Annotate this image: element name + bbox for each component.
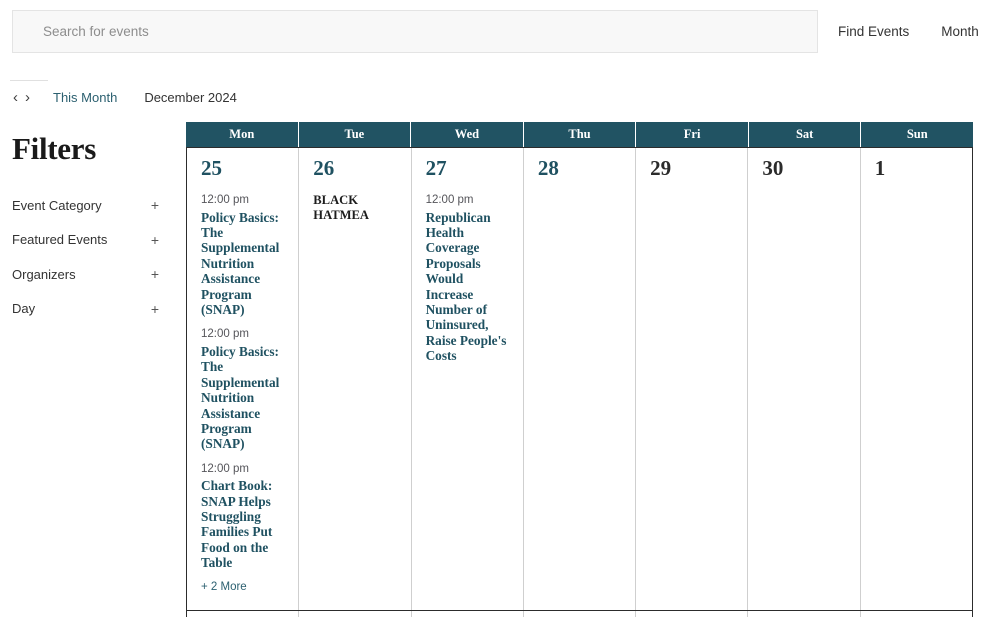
filter-row-organizers[interactable]: Organizers + [0, 257, 186, 292]
day-cell-1[interactable]: 1 [861, 148, 973, 610]
weekday-header-tue: Tue [299, 122, 412, 147]
calendar-event[interactable]: BLACK HATMEA [313, 193, 401, 223]
filter-label: Organizers [12, 266, 76, 282]
weekday-header-row: Mon Tue Wed Thu Fri Sat Sun [186, 122, 973, 147]
previous-month-icon[interactable]: ‹ [13, 88, 18, 106]
event-title[interactable]: Policy Basics: The Supplemental Nutritio… [201, 209, 280, 317]
filter-row-featured-events[interactable]: Featured Events + [0, 223, 186, 258]
day-cell-27[interactable]: 27 12:00 pm Republican Health Coverage Pro… [412, 148, 524, 610]
calendar-event[interactable]: 12:00 pm Chart Book: SNAP Helps Strugglin… [201, 462, 289, 571]
next-month-icon[interactable]: › [25, 88, 30, 106]
weekday-header-thu: Thu [524, 122, 637, 147]
filter-label: Featured Events [12, 232, 108, 248]
plus-icon[interactable]: + [150, 197, 159, 214]
weekday-header-sat: Sat [749, 122, 862, 147]
day-cell[interactable] [299, 611, 412, 617]
event-time: 12:00 pm [201, 462, 249, 475]
filters-sidebar: Filters Event Category + Featured Events… [0, 122, 186, 326]
day-number: 28 [537, 156, 559, 180]
filters-title: Filters [12, 131, 96, 166]
day-cell[interactable] [748, 611, 861, 617]
day-number: 1 [874, 156, 886, 180]
weekday-header-sun: Sun [906, 127, 928, 141]
day-cell[interactable] [861, 611, 973, 617]
calendar-next-week-row [186, 611, 973, 617]
calendar-event[interactable]: 12:00 pm Policy Basics: The Supplemental … [201, 193, 289, 317]
top-bar: Find Events Month [0, 0, 991, 64]
filter-list: Event Category + Featured Events + Organ… [0, 188, 186, 326]
month-calendar: Mon Tue Wed Thu Fri Sat Sun 25 12:00 pm Po… [186, 122, 973, 617]
filter-label: Day [12, 301, 36, 317]
event-title[interactable]: BLACK HATMEA [313, 193, 370, 222]
day-number: 30 [762, 156, 784, 180]
event-title[interactable]: Chart Book: SNAP Helps Struggling Famili… [201, 478, 273, 571]
calendar-event[interactable]: 12:00 pm Republican Health Coverage Propo… [426, 193, 514, 364]
day-number: 29 [650, 156, 672, 180]
day-number: 26 [313, 156, 335, 180]
view-switcher-month-button[interactable]: Month [941, 24, 979, 39]
filter-row-day[interactable]: Day + [0, 292, 186, 327]
plus-icon[interactable]: + [150, 231, 159, 248]
day-cell[interactable] [524, 611, 637, 617]
more-events-link[interactable]: + 2 More [201, 580, 247, 593]
find-events-button[interactable]: Find Events [838, 24, 910, 39]
this-month-link[interactable]: This Month [53, 89, 118, 105]
day-cell-25[interactable]: 25 12:00 pm Policy Basics: The Supplementa… [186, 148, 300, 610]
day-number: 25 [201, 156, 222, 180]
filter-row-event-category[interactable]: Event Category + [0, 188, 186, 223]
event-title[interactable]: Republican Health Coverage Proposals Wou… [425, 209, 507, 364]
calendar-event[interactable]: 12:00 pm Policy Basics: The Supplemental … [201, 327, 289, 451]
search-box[interactable] [12, 10, 818, 53]
event-time: 12:00 pm [425, 194, 474, 206]
search-input[interactable] [13, 11, 817, 52]
weekday-header-mon: Mon [186, 122, 299, 147]
current-month-label: December 2024 [144, 89, 237, 105]
filter-label: Event Category [12, 197, 102, 213]
calendar-week-row: 25 12:00 pm Policy Basics: The Supplementa… [186, 147, 973, 611]
day-cell[interactable] [412, 611, 524, 617]
plus-icon[interactable]: + [150, 300, 159, 317]
event-title[interactable]: Policy Basics: The Supplemental Nutritio… [201, 343, 280, 452]
weekday-header-fri: Fri [636, 122, 749, 147]
day-number: 27 [425, 156, 447, 180]
day-cell[interactable] [186, 611, 300, 617]
day-cell[interactable] [636, 611, 749, 617]
day-cell-29[interactable]: 29 [636, 148, 749, 610]
event-time: 12:00 pm [201, 194, 249, 206]
plus-icon[interactable]: + [150, 266, 159, 283]
day-cell-28[interactable]: 28 [524, 148, 637, 610]
nav-arrow-group: ‹ › [10, 79, 48, 106]
top-bar-actions: Find Events Month [818, 10, 979, 53]
month-navigation: ‹ › This Month December 2024 [0, 72, 991, 112]
weekday-header-wed: Wed [411, 122, 524, 147]
event-time: 12:00 pm [201, 328, 249, 341]
day-cell-30[interactable]: 30 [748, 148, 861, 610]
day-cell-26[interactable]: 26 BLACK HATMEA [299, 148, 412, 610]
